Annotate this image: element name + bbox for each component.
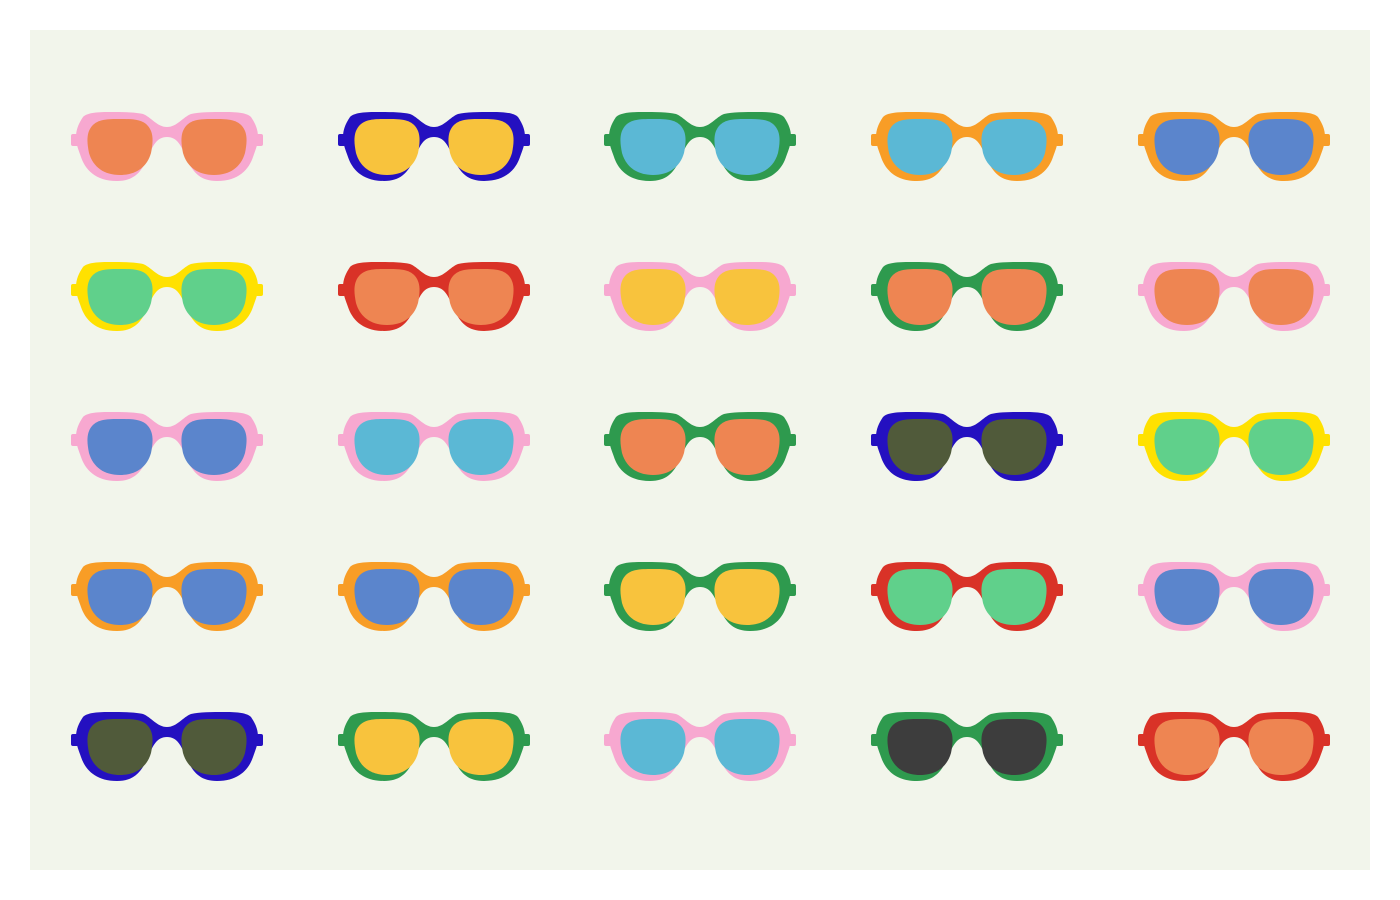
sunglasses-icon [604,412,796,481]
sunglasses-right-lens [714,569,780,625]
sunglasses-right-lens [1248,569,1314,625]
sunglasses-right-lens [1248,719,1314,775]
sunglasses-left-lens [1154,719,1220,775]
sunglasses-right-lens [181,719,247,775]
sunglasses-right-lens [448,719,514,775]
sunglasses-left-lens [87,269,153,325]
sunglasses-right-lens [981,569,1047,625]
sunglasses-icon [604,562,796,631]
sunglasses-right-lens [981,719,1047,775]
sunglasses-right-lens [448,119,514,175]
sunglasses-right-lens [181,569,247,625]
sunglasses-left-lens [887,119,953,175]
sunglasses-icon [71,412,263,481]
sunglasses-left-lens [354,569,420,625]
sunglasses-icon [338,412,530,481]
sunglasses-left-lens [1154,269,1220,325]
sunglasses-icon [338,712,530,781]
sunglasses-right-lens [714,419,780,475]
sunglasses-icon [1138,712,1330,781]
sunglasses-right-lens [714,719,780,775]
sunglasses-right-lens [1248,269,1314,325]
sunglasses-left-lens [354,119,420,175]
sunglasses-pattern [71,112,1330,781]
sunglasses-icon [71,112,263,181]
sunglasses-right-lens [181,269,247,325]
sunglasses-right-lens [448,419,514,475]
sunglasses-icon [338,262,530,331]
sunglasses-right-lens [981,119,1047,175]
sunglasses-left-lens [1154,119,1220,175]
sunglasses-left-lens [620,569,686,625]
sunglasses-right-lens [714,269,780,325]
sunglasses-left-lens [887,419,953,475]
sunglasses-left-lens [887,719,953,775]
sunglasses-left-lens [354,719,420,775]
sunglasses-right-lens [181,419,247,475]
sunglasses-icon [338,562,530,631]
sunglasses-left-lens [87,719,153,775]
sunglasses-left-lens [887,569,953,625]
sunglasses-left-lens [1154,419,1220,475]
sunglasses-right-lens [714,119,780,175]
sunglasses-left-lens [620,269,686,325]
sunglasses-icon [1138,412,1330,481]
sunglasses-icon [1138,112,1330,181]
sunglasses-left-lens [620,419,686,475]
sunglasses-icon [871,712,1063,781]
sunglasses-left-lens [354,269,420,325]
sunglasses-icon [604,112,796,181]
sunglasses-left-lens [87,119,153,175]
sunglasses-icon [604,712,796,781]
sunglasses-icon [338,112,530,181]
sunglasses-right-lens [981,419,1047,475]
sunglasses-left-lens [620,719,686,775]
sunglasses-icon [871,412,1063,481]
sunglasses-left-lens [620,119,686,175]
sunglasses-icon [871,562,1063,631]
sunglasses-icon [71,262,263,331]
sunglasses-right-lens [981,269,1047,325]
sunglasses-icon [871,112,1063,181]
sunglasses-right-lens [181,119,247,175]
sunglasses-left-lens [887,269,953,325]
sunglasses-icon [71,712,263,781]
sunglasses-right-lens [1248,419,1314,475]
pattern-panel [30,30,1370,870]
sunglasses-right-lens [1248,119,1314,175]
sunglasses-right-lens [448,269,514,325]
sunglasses-icon [1138,262,1330,331]
sunglasses-left-lens [87,419,153,475]
sunglasses-left-lens [1154,569,1220,625]
sunglasses-icon [71,562,263,631]
sunglasses-icon [604,262,796,331]
sunglasses-left-lens [87,569,153,625]
sunglasses-right-lens [448,569,514,625]
sunglasses-left-lens [354,419,420,475]
sunglasses-icon [871,262,1063,331]
sunglasses-icon [1138,562,1330,631]
